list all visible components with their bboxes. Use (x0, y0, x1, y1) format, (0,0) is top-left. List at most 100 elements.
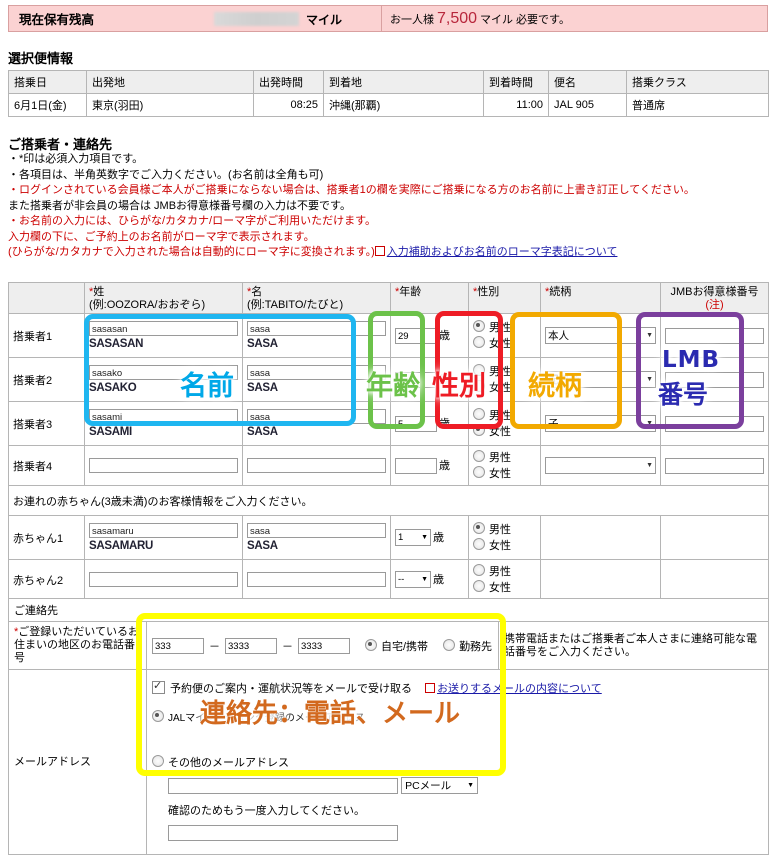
radio-icon[interactable] (473, 521, 485, 534)
passenger-3-relation-select[interactable]: 子 ▼ (545, 415, 656, 432)
passenger-2-givenname-cell: sasa SASA (242, 357, 391, 402)
passenger-4-jmb-input[interactable] (665, 457, 764, 474)
baby-1-gender-cell: 男性 女性 (468, 515, 541, 560)
passenger-1-jmb-input[interactable] (665, 327, 764, 344)
phone-label-cell: *ご登録いただいているお住まいの地区のお電話番号 (8, 621, 147, 670)
baby-1-female-option[interactable]: 女性 (473, 537, 536, 554)
passenger-3-surname-cell: sasami SASAMI (84, 401, 243, 446)
passenger-2-givenname-input[interactable]: sasa (247, 365, 386, 380)
passenger-4-relation-select[interactable]: ▼ (545, 457, 656, 474)
passenger-3-surname-input[interactable]: sasami (89, 409, 238, 424)
passenger-3-female-option[interactable]: 女性 (473, 423, 536, 440)
baby-2-age-select[interactable]: -- ▼ (395, 571, 431, 589)
radio-icon[interactable] (473, 537, 485, 550)
td-arrival-place: 沖縄(那覇) (323, 93, 484, 117)
passenger-1-female-option[interactable]: 女性 (473, 335, 536, 352)
table-row: 赤ちゃん2 -- ▼ 歳 男性 女性 (8, 559, 769, 600)
th-flight-number: 便名 (548, 70, 627, 94)
th-board-date: 搭乗日 (8, 70, 87, 94)
passenger-1-relation-select[interactable]: 本人 ▼ (545, 327, 656, 344)
passenger-4-givenname-input[interactable] (247, 458, 386, 473)
passenger-3-givenname-cell: sasa SASA (242, 401, 391, 446)
radio-icon[interactable] (152, 710, 164, 722)
mail-option-jal-label: JALマイレージバンク登録のメールアドレス (168, 713, 365, 724)
chevron-down-icon: ▼ (646, 376, 653, 383)
baby-1-surname-roman: SASAMARU (89, 540, 154, 552)
baby-1-surname-input[interactable]: sasamaru (89, 523, 238, 538)
th-departure-place: 出発地 (86, 70, 254, 94)
passenger-4-age-input[interactable] (395, 458, 437, 475)
passenger-1-age-input[interactable]: 29 (395, 328, 437, 345)
phone-type-work-option[interactable]: 勤務先 (443, 638, 492, 654)
radio-icon[interactable] (473, 563, 485, 576)
radio-icon[interactable] (473, 379, 485, 392)
radio-icon[interactable] (473, 319, 485, 332)
mail-address-input[interactable] (168, 777, 398, 794)
radio-icon[interactable] (473, 449, 485, 462)
baby-2-givenname-input[interactable] (247, 572, 386, 587)
passenger-1-givenname-input[interactable]: sasa (247, 321, 386, 336)
baby-2-female-option[interactable]: 女性 (473, 579, 536, 596)
mail-option-other-row[interactable]: その他のメールアドレス (152, 754, 763, 770)
baby-2-surname-input[interactable] (89, 572, 238, 587)
phone-type-work-label: 勤務先 (459, 640, 493, 653)
mail-type-select[interactable]: PCメール ▼ (401, 777, 479, 794)
radio-icon[interactable] (473, 363, 485, 376)
passenger-3-age-input[interactable]: 5 (395, 416, 437, 433)
baby-1-surname-cell: sasamaru SASAMARU (84, 515, 243, 560)
mail-content-link[interactable]: お送りするメールの内容について (437, 683, 602, 695)
passenger-2-gender-cell: 男性 女性 (468, 357, 541, 402)
female-label-1: 女性 (489, 337, 511, 350)
passenger-2-surname-input[interactable]: sasako (89, 365, 238, 380)
passenger-4-male-option[interactable]: 男性 (473, 449, 536, 466)
help-link[interactable]: 入力補助およびお名前のローマ字表記について (386, 246, 618, 258)
passenger-2-relation-select[interactable]: 配偶者 ▼ (545, 371, 656, 388)
baby-1-age-select[interactable]: 1 ▼ (395, 529, 431, 547)
radio-icon[interactable] (473, 579, 485, 592)
radio-icon[interactable] (473, 335, 485, 348)
passenger-3-jmb-input[interactable] (665, 415, 764, 432)
passenger-2-age-input[interactable] (395, 372, 437, 389)
radio-icon[interactable] (473, 465, 485, 478)
phone-part3-input[interactable]: 3333 (298, 637, 350, 654)
passenger-3-male-option[interactable]: 男性 (473, 407, 536, 424)
radio-icon[interactable] (473, 407, 485, 420)
passenger-2-jmb-input[interactable] (665, 371, 764, 388)
baby-2-male-option[interactable]: 男性 (473, 563, 536, 580)
th-givenname-text: 名 (251, 286, 263, 298)
phone-part1-input[interactable]: 333 (152, 637, 204, 654)
baby-2-gender-cell: 男性 女性 (468, 559, 541, 600)
passenger-1-surname-input[interactable]: sasasan (89, 321, 238, 336)
table-row: 搭乗者2 sasako SASAKO sasa SASA 歳 男性 女性 配偶者… (8, 357, 769, 402)
baby-1-givenname-input[interactable]: sasa (247, 523, 386, 538)
male-label-4: 男性 (489, 451, 511, 464)
phone-part2-input[interactable]: 3333 (225, 637, 277, 654)
baby-1-jmb-cell (660, 515, 769, 560)
passenger-4-female-option[interactable]: 女性 (473, 465, 536, 482)
baby-2-relation-cell (540, 559, 661, 600)
flight-section-heading: 選択便情報 (8, 51, 74, 66)
mail-notify-checkbox[interactable] (152, 679, 165, 694)
passenger-table-header-row: *姓 (例:OOZORA/おおぞら) *名 (例:TABITO/たびと) *年齢 *… (8, 282, 769, 314)
radio-icon[interactable] (443, 638, 456, 651)
age-unit-b1: 歳 (433, 531, 444, 544)
phone-hint-cell: 携帯電話またはご搭乗者ご本人さまに連絡可能な電話番号をご入力ください。 (497, 621, 770, 670)
mail-confirm-input[interactable] (168, 825, 398, 841)
radio-icon[interactable] (473, 423, 485, 436)
passenger-4-surname-input[interactable] (89, 458, 238, 473)
passenger-2-female-option[interactable]: 女性 (473, 379, 536, 396)
phone-label-text: ご登録いただいているお住まいの地区のお電話番号 (14, 626, 139, 664)
passenger-4-age-cell: 歳 (390, 445, 469, 486)
age-unit-3: 歳 (439, 417, 450, 430)
phone-type-home-option[interactable]: 自宅/携帯 (365, 638, 428, 654)
passenger-3-givenname-input[interactable]: sasa (247, 409, 386, 424)
note-1: ・各項目は、半角英数字でご入力ください。(お名前は全角も可) (8, 168, 324, 181)
radio-icon[interactable] (152, 755, 164, 767)
balance-value-redacted (214, 12, 299, 26)
passenger-2-male-option[interactable]: 男性 (473, 363, 536, 380)
baby-1-male-option[interactable]: 男性 (473, 521, 536, 538)
mail-option-jal-row[interactable]: JALマイレージバンク登録のメールアドレス (152, 709, 763, 724)
passenger-1-male-option[interactable]: 男性 (473, 319, 536, 336)
radio-icon[interactable] (365, 638, 377, 651)
